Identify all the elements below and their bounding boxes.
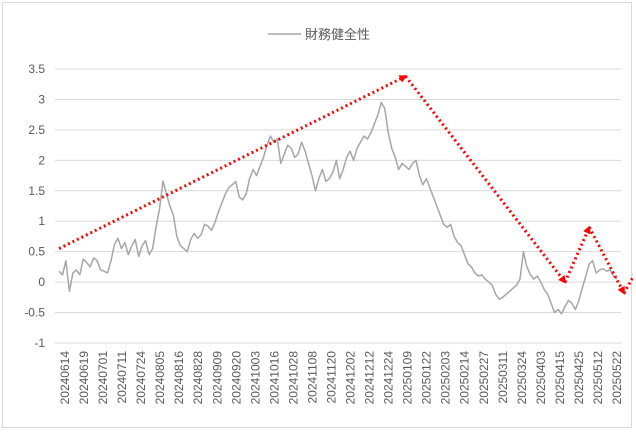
x-tick-label: 20240805 bbox=[153, 351, 167, 405]
x-axis-ticks: 20240614 20240619 20240701 20240711 20240724… bbox=[58, 351, 624, 405]
x-tick-label: 20241120 bbox=[324, 351, 338, 404]
y-tick-label: 1.5 bbox=[28, 184, 45, 198]
series-layer bbox=[58, 101, 618, 315]
x-tick-label: 20241028 bbox=[286, 351, 300, 405]
x-tick-label: 20241003 bbox=[248, 351, 262, 405]
x-tick-label: 20250122 bbox=[420, 351, 434, 405]
trend-arrow bbox=[587, 226, 626, 295]
x-tick-label: 20250214 bbox=[458, 351, 472, 405]
y-tick-label: 1 bbox=[38, 214, 45, 228]
x-tick-label: 20240619 bbox=[77, 351, 91, 405]
y-tick-label: 2.5 bbox=[28, 123, 45, 137]
x-tick-label: 20250311 bbox=[496, 351, 510, 404]
x-tick-label: 20250109 bbox=[401, 351, 415, 405]
x-tick-label: 20250203 bbox=[439, 351, 453, 405]
y-tick-label: -0.5 bbox=[24, 306, 45, 320]
x-tick-label: 20240701 bbox=[96, 351, 110, 405]
trend-arrow bbox=[622, 274, 633, 294]
chart-frame: 3.5 3 2.5 2 1.5 1 0.5 0 -0.5 -1 20240614 20240619 2… bbox=[2, 2, 633, 428]
x-tick-label: 20240816 bbox=[172, 351, 186, 405]
x-tick-label: 20250512 bbox=[591, 351, 605, 405]
chart-canvas: 3.532.521.510.50-0.5-1 20240614 20240619 2… bbox=[24, 27, 633, 405]
x-tick-label: 20250522 bbox=[610, 351, 624, 405]
y-axis-ticks: 3.5 3 2.5 2 1.5 1 0.5 0 -0.5 -1 bbox=[24, 62, 45, 350]
x-tick-label: 20240920 bbox=[229, 351, 243, 405]
x-tick-label: 20241212 bbox=[363, 351, 377, 405]
x-tick-label: 20240828 bbox=[191, 351, 205, 405]
trend-arrow bbox=[58, 74, 408, 250]
y-tick-label: 3.5 bbox=[28, 62, 45, 76]
x-tick-label: 20250324 bbox=[515, 351, 529, 405]
legend-label: 財務健全性 bbox=[305, 27, 370, 43]
x-tick-label: 20250403 bbox=[534, 351, 548, 405]
y-tick-label: 0.5 bbox=[28, 245, 45, 259]
trend-annotations bbox=[58, 74, 633, 295]
y-tick-label: -1 bbox=[34, 336, 45, 350]
x-tick-label: 20240724 bbox=[134, 351, 148, 405]
x-tick-label: 20240614 bbox=[58, 351, 72, 405]
x-tick-label: 20250415 bbox=[553, 351, 567, 405]
gridlines bbox=[55, 68, 621, 344]
x-tick-label: 20241108 bbox=[305, 351, 319, 404]
y-tick-label: 0 bbox=[38, 275, 45, 289]
legend: 財務健全性 bbox=[268, 27, 370, 43]
trend-arrow bbox=[404, 75, 567, 284]
y-tick-label: 2 bbox=[38, 153, 45, 167]
x-tick-label: 20250425 bbox=[572, 351, 586, 405]
x-tick-label: 20240909 bbox=[210, 351, 224, 405]
x-tick-label: 20241224 bbox=[382, 351, 396, 405]
y-tick-label: 3 bbox=[38, 92, 45, 106]
x-tick-label: 20241016 bbox=[267, 351, 281, 405]
x-tick-label: 20241202 bbox=[344, 351, 358, 405]
x-tick-label: 20240711 bbox=[115, 351, 129, 404]
x-tick-label: 20250227 bbox=[477, 351, 491, 405]
series-line bbox=[58, 101, 618, 315]
